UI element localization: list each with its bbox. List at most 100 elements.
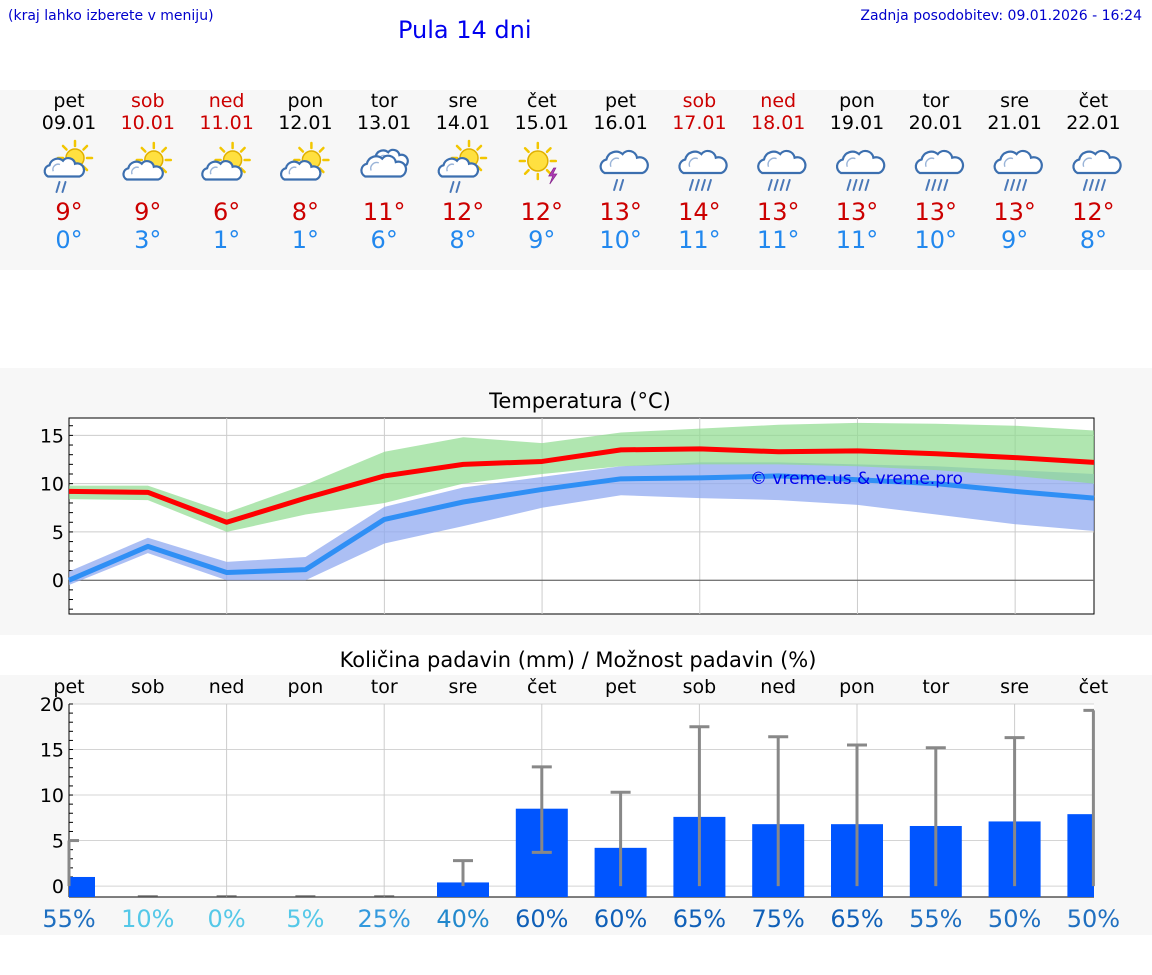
forecast-min-temp: 8° [1080,226,1107,254]
forecast-day: sob [131,90,165,112]
forecast-max-temp: 14° [678,198,721,226]
precipitation-probability: 25% [358,905,411,933]
temperature-tick-label: 15 [40,425,64,447]
precipitation-probability: 60% [515,905,568,933]
forecast-min-temp: 1° [292,226,319,254]
forecast-date: 17.01 [672,112,726,134]
cloud-rain-icon [599,149,649,191]
forecast-max-temp: 6° [213,198,240,226]
sun-cloud-rain-icon [437,139,488,193]
precipitation-probability: 50% [1067,905,1120,933]
sun-cloud-rain-icon [43,139,94,193]
forecast-min-temp: 6° [371,226,398,254]
forecast-max-temp: 11° [363,198,406,226]
precipitation-day-label: ned [209,676,245,698]
precipitation-bar [69,876,95,897]
precipitation-probability: 50% [988,905,1041,933]
forecast-max-temp: 12° [521,198,564,226]
cloud-heavy-rain-icon [678,149,728,191]
forecast-min-temp: 10° [915,226,958,254]
sun-cloud-icon [201,141,251,181]
forecast-min-temp: 9° [528,226,555,254]
forecast-date: 16.01 [593,112,647,134]
forecast-day: sob [683,90,717,112]
forecast-date: 09.01 [42,112,96,134]
forecast-panel [0,90,1152,270]
forecast-min-temp: 11° [836,226,879,254]
max-temperature-line [68,446,1095,525]
forecast-min-temp: 11° [678,226,721,254]
temperature-chart-title: Temperatura (°C) [488,389,671,413]
sun-cloud-icon [280,141,330,181]
forecast-date: 22.01 [1066,112,1120,134]
forecast-day: čet [1079,90,1109,112]
forecast-day: sre [1000,90,1029,112]
forecast-day: pet [53,90,84,112]
forecast-date: 12.01 [278,112,332,134]
precipitation-day-label: čet [1079,676,1109,698]
cloudy-icon [360,148,409,178]
sun-cloud-thunder-icon [518,141,558,185]
precipitation-day-label: pon [839,676,875,698]
precipitation-probability: 75% [752,905,805,933]
precipitation-probability: 55% [42,905,95,933]
precipitation-bar [1067,814,1094,897]
precipitation-day-label: ned [760,676,796,698]
precipitation-day-label: sob [683,676,717,698]
forecast-min-temp: 10° [599,226,642,254]
forecast-min-temp: 11° [757,226,800,254]
forecast-min-temp: 9° [1001,226,1028,254]
forecast-min-temp: 3° [134,226,161,254]
forecast-max-temp: 9° [134,198,161,226]
forecast-max-temp: 13° [993,198,1036,226]
precipitation-tick-label: 15 [40,740,64,762]
forecast-max-temp: 12° [442,198,485,226]
precipitation-probability: 40% [436,905,489,933]
forecast-max-temp: 13° [757,198,800,226]
forecast-date: 15.01 [515,112,569,134]
precipitation-day-label: sre [449,676,478,698]
forecast-date: 19.01 [830,112,884,134]
precipitation-day-label: pon [288,676,324,698]
precipitation-probability: 55% [909,905,962,933]
forecast-day: pon [288,90,324,112]
forecast-min-temp: 0° [55,226,82,254]
forecast-day: ned [760,90,796,112]
forecast-day: pon [839,90,875,112]
precipitation-day-label: tor [922,676,949,698]
forecast-date: 10.01 [121,112,175,134]
forecast-day: čet [527,90,557,112]
precipitation-day-label: čet [527,676,557,698]
forecast-date: 21.01 [987,112,1041,134]
precipitation-day-label: sob [131,676,165,698]
watermark: © vreme.us & vreme.pro [750,469,963,489]
forecast-max-temp: 13° [836,198,879,226]
precipitation-day-label: tor [371,676,398,698]
forecast-date: 14.01 [436,112,490,134]
temperature-tick-label: 10 [40,474,64,496]
forecast-min-temp: 1° [213,226,240,254]
precipitation-tick-label: 10 [40,785,64,807]
forecast-day: ned [209,90,245,112]
forecast-max-temp: 13° [599,198,642,226]
forecast-day: sre [449,90,478,112]
forecast-date: 18.01 [751,112,805,134]
cloud-heavy-rain-icon [993,149,1043,191]
cloud-heavy-rain-icon [1072,149,1122,191]
cloud-heavy-rain-icon [914,149,965,191]
forecast-max-temp: 8° [292,198,319,226]
last-updated: Zadnja posodobitev: 09.01.2026 - 16:24 [860,8,1142,24]
precipitation-bar [437,882,489,897]
precipitation-probability: 10% [121,905,174,933]
precipitation-tick-label: 5 [52,831,64,853]
cloud-heavy-rain-icon [835,149,886,191]
forecast-min-temp: 8° [449,226,476,254]
forecast-date: 13.01 [357,112,411,134]
precipitation-tick-label: 20 [40,694,64,716]
forecast-date: 20.01 [909,112,963,134]
page-title: Pula 14 dni [398,16,532,44]
precipitation-probability: 65% [673,905,726,933]
forecast-day: pet [605,90,636,112]
cloud-heavy-rain-icon [757,149,807,191]
